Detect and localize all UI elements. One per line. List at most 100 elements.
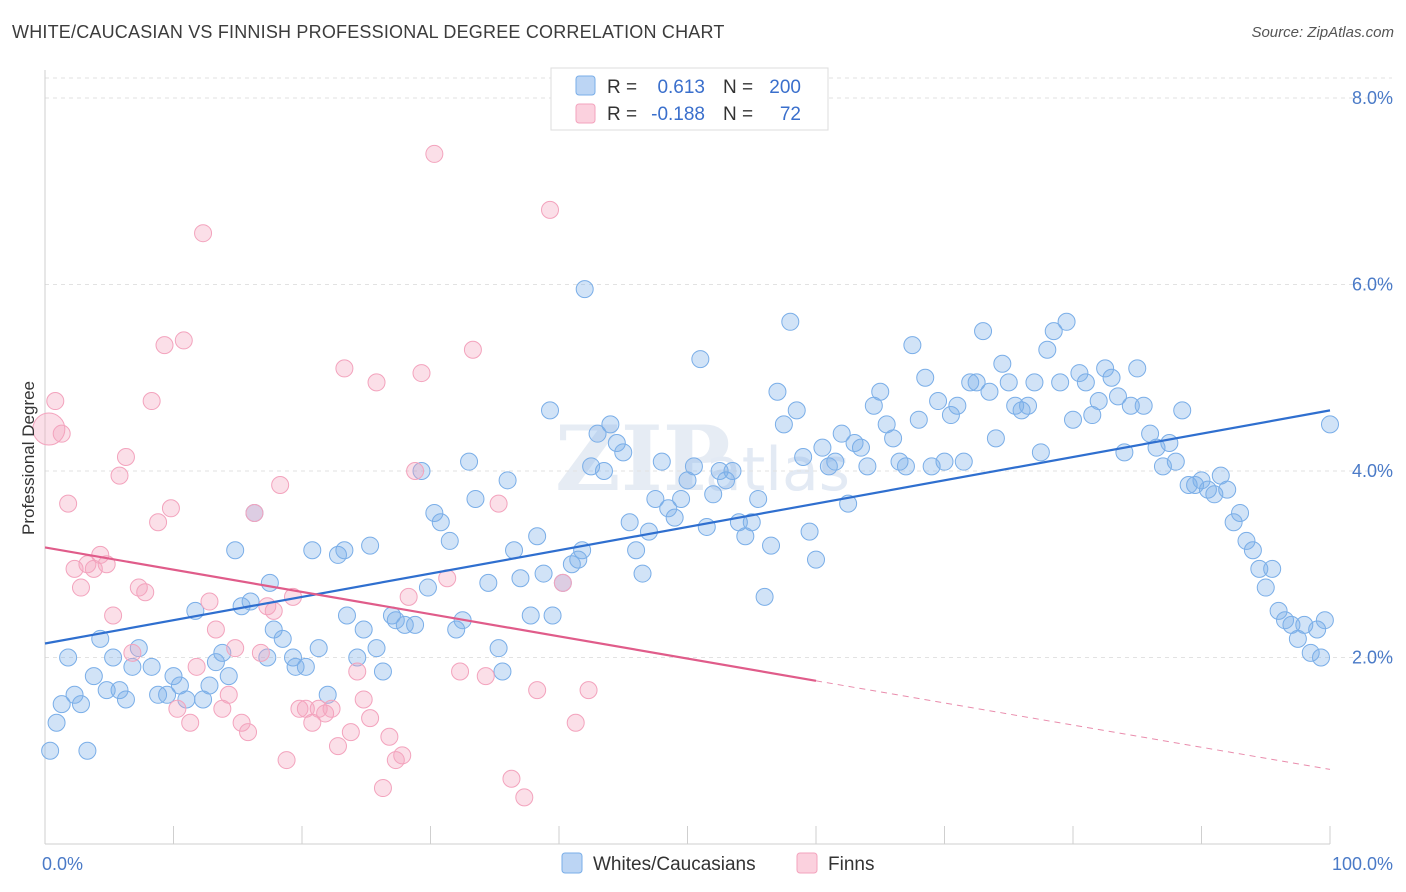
point-finns [32, 412, 66, 446]
watermark-atlas: atlas [705, 435, 850, 505]
point-whites [607, 434, 626, 453]
point-whites [1044, 322, 1063, 341]
point-whites [749, 489, 768, 508]
x-tick-label: 0.0% [42, 854, 83, 874]
y-tick-label: 2.0% [1352, 647, 1393, 667]
point-finns [174, 331, 193, 350]
point-whites [123, 657, 142, 676]
point-finns [528, 681, 547, 700]
point-whites [367, 639, 386, 658]
point-whites [851, 438, 870, 457]
point-whites [543, 606, 562, 625]
point-whites [832, 424, 851, 443]
point-whites [1031, 443, 1050, 462]
trend-line-finns-extrapolated [815, 680, 1331, 770]
point-finns [451, 662, 470, 681]
point-finns [104, 606, 123, 625]
legend-n-label-2: N = [723, 104, 753, 125]
point-finns [232, 713, 251, 732]
point-whites [999, 373, 1018, 392]
point-whites [1276, 611, 1295, 630]
point-finns [187, 657, 206, 676]
point-whites [1070, 364, 1089, 383]
point-finns [309, 699, 328, 718]
point-whites [158, 685, 177, 704]
point-finns [52, 424, 71, 443]
point-finns [502, 769, 521, 788]
legend-n-value-2: 72 [780, 104, 801, 125]
point-whites [627, 541, 646, 560]
x-axis-ticks: 0.0% 100.0% [42, 854, 1393, 874]
point-whites [858, 457, 877, 476]
point-whites [78, 741, 97, 760]
point-whites [493, 662, 512, 681]
y-tick-label: 4.0% [1352, 461, 1393, 481]
point-finns [271, 475, 290, 494]
point-whites [768, 382, 787, 401]
point-finns [476, 667, 495, 686]
point-whites [226, 541, 245, 560]
point-whites [826, 452, 845, 471]
point-finns [373, 779, 392, 798]
point-finns [264, 601, 283, 620]
point-finns [328, 737, 347, 756]
point-finns [136, 583, 155, 602]
point-finns [412, 364, 431, 383]
point-whites [620, 513, 639, 532]
point-whites [639, 522, 658, 541]
point-whites [1108, 387, 1127, 406]
point-whites [672, 489, 691, 508]
axes [44, 70, 1331, 845]
point-whites [431, 513, 450, 532]
point-whites [1121, 396, 1140, 415]
point-whites [309, 639, 328, 658]
point-whites [980, 382, 999, 401]
point-finns [97, 555, 116, 574]
point-finns [335, 359, 354, 378]
chart-title: WHITE/CAUCASIAN VS FINNISH PROFESSIONAL … [12, 22, 725, 42]
point-whites [479, 573, 498, 592]
grid [45, 77, 1392, 658]
point-finns [59, 494, 78, 513]
point-whites [264, 620, 283, 639]
point-whites [59, 648, 78, 667]
point-whites [41, 741, 60, 760]
point-whites [164, 667, 183, 686]
point-whites [386, 611, 405, 630]
point-whites [97, 681, 116, 700]
point-whites [328, 545, 347, 564]
point-whites [1051, 373, 1070, 392]
point-whites [1192, 471, 1211, 490]
point-whites [71, 695, 90, 714]
point-whites [1269, 601, 1288, 620]
point-finns [348, 662, 367, 681]
point-finns [463, 340, 482, 359]
legend: R = 0.613 N = 200 R = -0.188 N = 72 [550, 67, 829, 131]
bottom-legend-swatch-finns [796, 852, 818, 874]
point-whites [1057, 312, 1076, 331]
point-finns [239, 723, 258, 742]
point-whites [717, 471, 736, 490]
point-finns [168, 699, 187, 718]
point-whites [1173, 401, 1192, 420]
point-whites [206, 653, 225, 672]
point-whites [318, 685, 337, 704]
point-whites [665, 508, 684, 527]
point-whites [807, 550, 825, 569]
point-whites [819, 457, 838, 476]
point-whites [588, 424, 607, 443]
point-whites [1321, 415, 1339, 434]
bottom-legend-swatch-whites [561, 852, 583, 874]
point-whites [691, 350, 710, 369]
point-whites [1006, 396, 1025, 415]
legend-r-label-2: R = [607, 104, 637, 125]
point-finns [277, 751, 296, 770]
point-whites [614, 443, 633, 462]
point-whites [961, 373, 980, 392]
point-whites [1160, 434, 1179, 453]
point-whites [1019, 396, 1038, 415]
point-whites [697, 517, 716, 536]
point-whites [723, 461, 742, 480]
point-whites [704, 485, 723, 504]
point-whites [286, 657, 305, 676]
